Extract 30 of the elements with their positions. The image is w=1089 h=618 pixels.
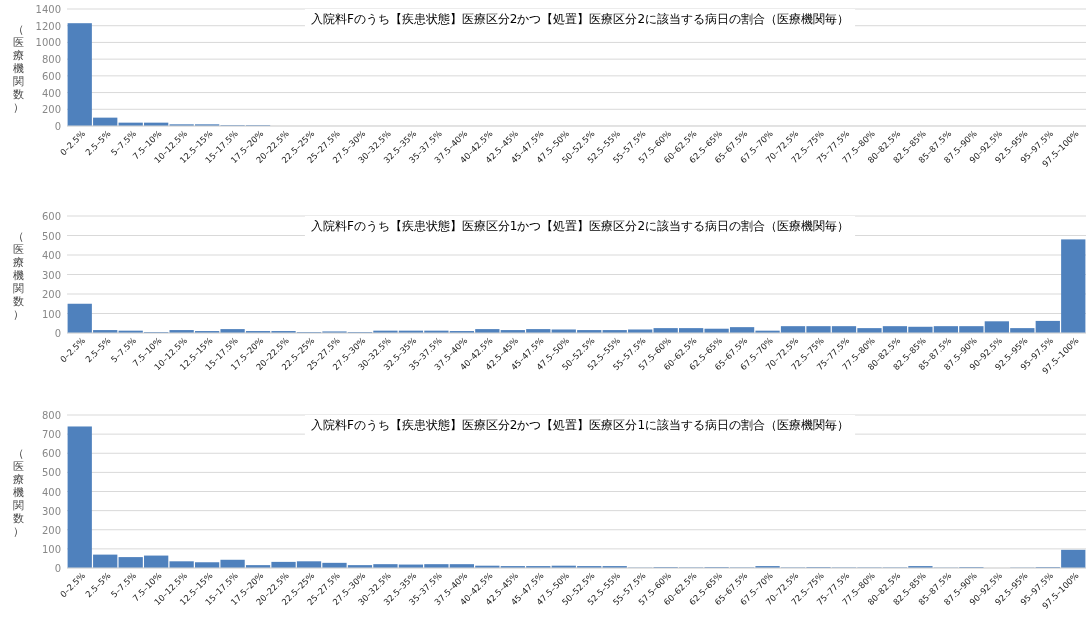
y-axis-title: （医療機関数） — [12, 22, 24, 114]
y-tick-label: 1200 — [35, 20, 61, 32]
chart-title: 入院料Fのうち【疾患状態】医療区分1かつ【処置】医療区分2に該当する病日の割合（医療機関毎） — [310, 219, 850, 233]
y-tick-label: 0 — [54, 121, 61, 132]
y-tick-label: 1000 — [35, 37, 61, 49]
y-axis-title: （医療機関数） — [12, 229, 24, 321]
y-tick-label: 600 — [41, 70, 61, 82]
y-tick-label: 800 — [41, 54, 61, 66]
y-tick-label: 0 — [54, 563, 61, 574]
y-tick-label: 400 — [41, 87, 61, 99]
y-tick-label: 300 — [41, 269, 61, 281]
y-axis-title: （医療機関数） — [12, 446, 24, 538]
y-tick-label: 200 — [41, 104, 61, 116]
y-tick-label: 400 — [41, 486, 61, 498]
y-tick-label: 300 — [41, 505, 61, 517]
y-tick-label: 500 — [41, 467, 61, 479]
y-tick-label: 100 — [41, 543, 61, 555]
y-tick-label: 200 — [41, 524, 61, 536]
y-tick-label: 500 — [41, 230, 61, 242]
y-tick-label: 400 — [41, 250, 61, 261]
chart-title: 入院料Fのうち【疾患状態】医療区分2かつ【処置】医療区分1に該当する病日の割合（医療機関毎） — [310, 418, 850, 432]
y-tick-label: 0 — [54, 328, 61, 339]
y-tick-label: 100 — [41, 308, 61, 320]
y-tick-label: 200 — [41, 289, 61, 300]
chart-title: 入院料Fのうち【疾患状態】医療区分2かつ【処置】医療区分2に該当する病日の割合（医療機関毎） — [310, 12, 850, 26]
y-tick-label: 1400 — [35, 4, 61, 15]
y-tick-label: 600 — [41, 448, 61, 460]
y-tick-label: 700 — [41, 429, 61, 441]
y-tick-label: 600 — [41, 211, 61, 222]
y-tick-label: 800 — [41, 410, 61, 421]
